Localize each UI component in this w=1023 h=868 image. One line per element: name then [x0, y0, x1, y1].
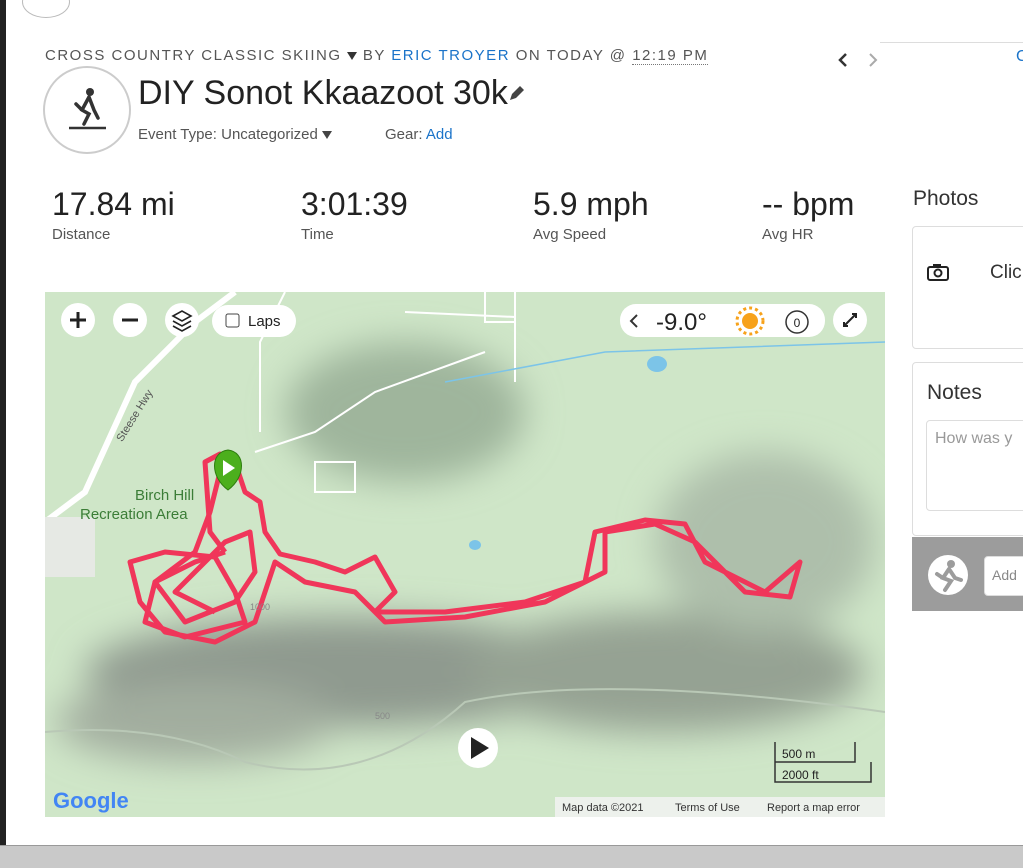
notes-title: Notes [927, 381, 982, 404]
scale-imperial: 2000 ft [782, 768, 819, 782]
event-type[interactable]: Event Type: Uncategorized [138, 126, 333, 143]
activity-icon [43, 66, 131, 154]
contour-label: 500 [375, 711, 390, 721]
event-type-text[interactable]: Event Type: Uncategorized [138, 126, 318, 143]
scale-bar [774, 742, 872, 783]
laps-toggle[interactable]: Laps [212, 305, 296, 337]
stat-value: -- bpm [762, 186, 855, 222]
notes-input[interactable] [926, 420, 1023, 511]
stat-label: Time [301, 226, 334, 243]
temperature: -9.0° [656, 309, 707, 336]
author-link[interactable]: ERIC TROYER [391, 47, 511, 64]
photos-prompt[interactable]: Clic [990, 262, 1022, 283]
zoom-out[interactable] [113, 303, 147, 337]
stat-value: 5.9 mph [533, 186, 649, 222]
activity-time: 12:19 PM [632, 47, 709, 65]
comment-placeholder: Add [992, 567, 1017, 583]
photos-title: Photos [913, 187, 979, 210]
next-arrow[interactable] [869, 53, 878, 67]
laps-label[interactable]: Laps [248, 313, 281, 330]
camera-icon[interactable] [927, 263, 949, 281]
pond [647, 356, 667, 372]
edit-icon[interactable] [508, 84, 526, 102]
pond [469, 540, 481, 550]
user-avatar [928, 555, 968, 595]
road [45, 292, 237, 525]
activity-type[interactable]: CROSS COUNTRY CLASSIC SKIING [45, 47, 342, 64]
terms-link[interactable]: Terms of Use [675, 802, 740, 814]
start-marker-icon [223, 460, 235, 476]
window-edge [0, 0, 6, 845]
on-text: ON TODAY @ [515, 47, 627, 64]
dropdown-icon[interactable] [322, 131, 333, 139]
gear-link[interactable]: Add [425, 126, 453, 143]
photos-box[interactable] [912, 226, 1023, 349]
breadcrumb: CROSS COUNTRY CLASSIC SKIING BY ERIC TRO… [45, 47, 709, 65]
google-logo: Google [53, 788, 129, 813]
map-data: Map data ©2021 [562, 802, 644, 814]
map[interactable]: Birch Hill Recreation Area Steese Hwy 10… [45, 292, 885, 817]
divider [880, 42, 1023, 43]
track [127, 451, 803, 645]
report-link[interactable]: Report a map error [767, 802, 860, 814]
comment-input[interactable] [984, 556, 1023, 596]
dropdown-icon[interactable] [347, 52, 358, 60]
hill-shade [55, 342, 875, 762]
stat-value: 3:01:39 [301, 186, 408, 222]
roads [254, 292, 516, 493]
attribution-bg [555, 797, 885, 817]
stat-label: Avg HR [762, 226, 814, 243]
area-label: Birch Hill [135, 487, 194, 504]
layers[interactable] [165, 303, 199, 337]
prev-arrow[interactable] [838, 53, 847, 67]
urban [45, 517, 95, 577]
back-button[interactable] [22, 0, 70, 18]
timer: 0 [794, 316, 801, 330]
fullscreen[interactable] [833, 303, 867, 337]
play-button[interactable] [458, 728, 498, 768]
contour [45, 688, 885, 771]
by-text: BY [362, 47, 386, 64]
prev-next[interactable] [832, 50, 882, 70]
bottom-bar [0, 845, 1023, 868]
gear: Gear: Add [385, 126, 453, 143]
zoom-in[interactable] [61, 303, 95, 337]
scale-metric: 500 m [782, 747, 815, 761]
stat-label: Distance [52, 226, 111, 243]
stat-label: Avg Speed [533, 226, 607, 243]
stat-value: 17.84 mi [52, 186, 175, 222]
notes-placeholder: How was y [935, 430, 1013, 447]
top-right-link[interactable]: C [1016, 48, 1023, 65]
weather[interactable]: -9.0° 0 [620, 304, 825, 337]
creek [444, 341, 885, 383]
contour-label: 1000 [250, 602, 270, 612]
activity-title: DIY Sonot Kkaazoot 30k [138, 74, 508, 112]
gear-label: Gear: [385, 126, 423, 143]
area-label: Recreation Area [80, 506, 188, 523]
